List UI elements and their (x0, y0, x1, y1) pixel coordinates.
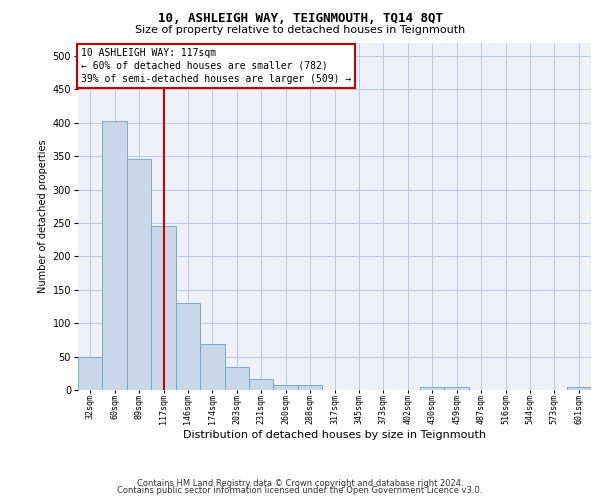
Bar (224, 366, 249, 390)
Text: Contains public sector information licensed under the Open Government Licence v3: Contains public sector information licen… (118, 486, 482, 495)
Bar (566, 388, 591, 390)
Text: Size of property relative to detached houses in Teignmouth: Size of property relative to detached ho… (135, 25, 465, 35)
Bar (78, 356, 103, 390)
Bar (249, 378, 274, 390)
Bar (176, 303, 200, 390)
Bar (200, 344, 224, 390)
Bar (445, 386, 469, 390)
Bar (298, 386, 322, 390)
Bar (127, 160, 151, 390)
Text: Contains HM Land Registry data © Crown copyright and database right 2024.: Contains HM Land Registry data © Crown c… (137, 478, 463, 488)
Y-axis label: Number of detached properties: Number of detached properties (38, 140, 48, 293)
Bar (103, 120, 127, 390)
Bar (151, 226, 176, 390)
X-axis label: Distribution of detached houses by size in Teignmouth: Distribution of detached houses by size … (183, 430, 486, 440)
Text: 10 ASHLEIGH WAY: 117sqm
← 60% of detached houses are smaller (782)
39% of semi-d: 10 ASHLEIGH WAY: 117sqm ← 60% of detache… (80, 48, 351, 84)
Text: 10, ASHLEIGH WAY, TEIGNMOUTH, TQ14 8QT: 10, ASHLEIGH WAY, TEIGNMOUTH, TQ14 8QT (157, 12, 443, 26)
Bar (274, 386, 298, 390)
Bar (420, 386, 445, 390)
